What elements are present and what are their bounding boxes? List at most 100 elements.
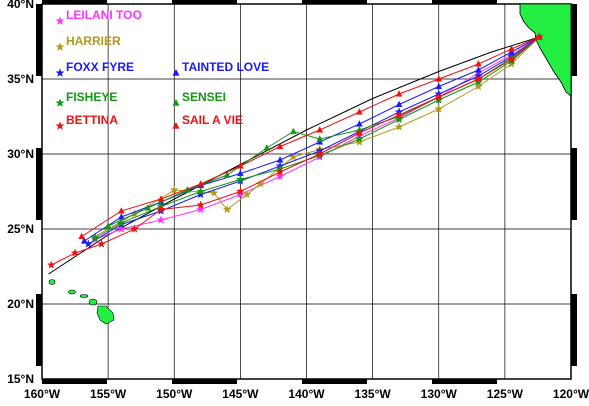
track-point [434,104,444,113]
legend-label: FISHEYE [66,90,117,104]
track-point [196,204,206,214]
track-point [117,207,125,214]
track-point [355,134,364,143]
lat-label: 30°N [7,147,34,161]
legend-item: SAIL A VIE [172,113,243,129]
lat-label: 40°N [7,0,34,11]
track-point [80,237,88,244]
track-point [289,127,297,135]
track-point [157,195,165,202]
track-point [315,149,325,158]
lon-label: 135°W [355,387,392,401]
lat-label: 20°N [7,297,34,311]
track-point [196,200,206,209]
track-point [474,81,483,91]
great-circle-route [48,36,540,275]
lon-label: 145°W [222,387,259,401]
track-point [104,222,112,229]
track-point [97,239,106,248]
island-molokai [79,294,89,298]
star-icon [55,98,65,107]
track-point [434,92,444,101]
legend-label: TAINTED LOVE [182,60,269,74]
legend-item: FOXX FYRE [55,60,134,77]
track-point [196,186,206,196]
track-point [78,232,86,240]
triangle-icon [172,99,180,106]
star-icon [55,16,65,25]
track-point [236,174,245,184]
island-hawaii [96,305,115,325]
track-point [156,204,166,214]
star-icon [55,68,65,77]
track-point [156,215,166,224]
track-point [356,108,363,115]
track-point [236,186,245,196]
track-point [130,224,139,233]
lat-label: 15°N [7,372,34,386]
track-point [275,167,285,176]
legend-item: TAINTED LOVE [172,60,269,76]
track-point [435,82,443,90]
track-point [169,185,179,194]
star-icon [55,121,65,130]
legend-label: SENSEI [182,90,226,104]
track-point [196,189,206,199]
track-point [223,171,231,178]
track-point [236,162,244,169]
track-point [197,180,205,187]
track-point [222,204,232,214]
legend-item: BETTINA [55,113,118,130]
track-point [394,110,404,119]
track-point [395,90,403,97]
legend: LEILANI TOO HARRIER FOXX FYRE TAINTED LOVE F… [55,8,269,130]
track-point [144,204,152,211]
island-kauai [48,279,56,285]
track-point [475,66,482,73]
track-point [316,126,324,133]
latitude-labels: 40°N 35°N 30°N 25°N 20°N 15°N [7,0,34,386]
lon-label: 125°W [487,387,524,401]
lon-label: 140°W [288,387,325,401]
lon-label: 155°W [90,387,127,401]
track-point [276,156,284,163]
boat-tracks [46,32,544,269]
legend-label: SAIL A VIE [182,113,243,127]
track-point [474,74,483,83]
track-point [70,248,80,257]
track-point [355,128,364,137]
lon-label: 130°W [421,387,458,401]
island-maui [88,298,98,306]
star-icon [55,42,65,51]
track-point [508,45,515,52]
lon-label: 160°W [24,387,61,401]
lat-label: 25°N [7,222,34,236]
track-point [475,60,482,67]
track-point [355,137,364,146]
track-point [116,224,126,233]
track-point [263,144,271,151]
legend-item: SENSEI [172,90,226,106]
track-point [535,33,543,40]
california-coast [519,3,572,97]
legend-label: FOXX FYRE [66,60,134,74]
triangle-icon [172,69,180,76]
legend-item: HARRIER [55,34,121,51]
track-point [209,188,219,197]
track-point [394,122,404,131]
longitude-labels: 160°W 155°W 150°W 145°W 140°W 135°W 130°W 125°W… [24,387,589,401]
triangle-icon [172,122,180,129]
track-point [276,142,284,150]
land-masses [48,3,572,325]
lon-label: 150°W [156,387,193,401]
track-point [275,171,285,181]
lon-label: 120°W [553,387,589,401]
legend-item: LEILANI TOO [55,8,142,25]
lat-label: 35°N [7,72,34,86]
legend-label: HARRIER [66,34,121,48]
island-oahu [68,289,76,295]
legend-label: BETTINA [66,113,118,127]
track-point [435,75,443,82]
